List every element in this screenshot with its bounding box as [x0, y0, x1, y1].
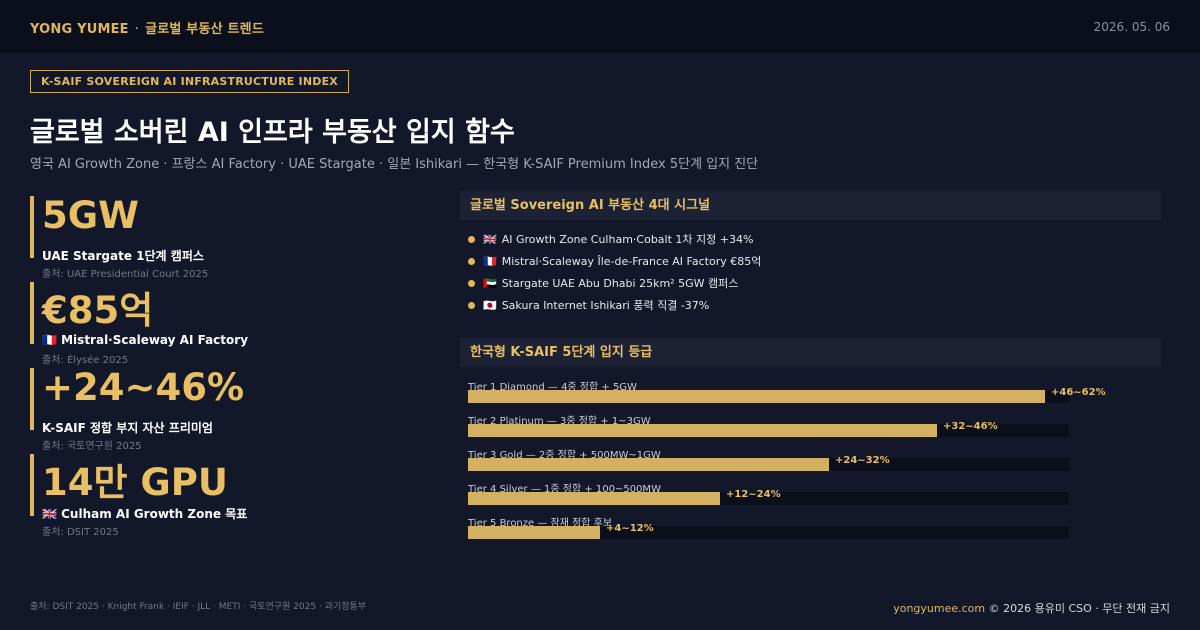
bullet-icon — [468, 301, 475, 309]
bullet-icon — [468, 235, 475, 243]
bullet-icon — [468, 279, 475, 287]
footer-site-link[interactable]: yongyumee.com — [893, 602, 986, 615]
kpi-source: 출처: UAE Presidential Court 2025 — [42, 269, 209, 280]
kpi-value: 5GW — [42, 194, 139, 237]
tier-value: +4~12% — [606, 523, 654, 534]
tier-track — [468, 390, 1069, 403]
flag-icon: 🇫🇷 — [483, 254, 497, 268]
tier-label: Tier 3 Gold — 2중 정합 + 500MW~1GW — [468, 450, 661, 461]
tier-track — [468, 526, 1069, 539]
tier-row: Tier 3 Gold — 2중 정합 + 500MW~1GW +24~32% — [468, 446, 1168, 476]
tier-fill — [468, 526, 600, 539]
tier-row: Tier 1 Diamond — 4중 정합 + 5GW +46~62% — [468, 378, 1168, 408]
kpi-card: +24~46% K-SAIF 정합 부지 자산 프리미엄 출처: 국토연구원 2… — [30, 366, 430, 452]
tiers-panel-title: 한국형 K-SAIF 5단계 입지 등급 — [460, 338, 1161, 367]
kpi-source: 출처: Élysée 2025 — [42, 355, 129, 366]
tier-track — [468, 424, 1069, 437]
kpi-label: K-SAIF 정합 부지 자산 프리미엄 — [42, 421, 213, 435]
tier-value: +24~32% — [835, 455, 890, 466]
tier-track — [468, 492, 1069, 505]
footer-copyright-text: © 2026 용유미 CSO · 무단 전재 금지 — [988, 602, 1170, 615]
brand-separator: · — [134, 22, 140, 37]
kpi-source: 출처: 국토연구원 2025 — [42, 441, 142, 452]
kpi-value: +24~46% — [42, 366, 245, 409]
signal-item: 🇬🇧 AI Growth Zone Culham·Cobalt 1차 지정 +3… — [468, 231, 753, 247]
kpi-label: 🇬🇧 Culham AI Growth Zone 목표 — [42, 507, 248, 521]
bullet-icon — [468, 257, 475, 265]
kpi-accent-bar — [30, 282, 34, 344]
tier-label: Tier 1 Diamond — 4중 정합 + 5GW — [468, 382, 637, 393]
tier-fill — [468, 424, 937, 437]
signal-text: AI Growth Zone Culham·Cobalt 1차 지정 +34% — [501, 233, 754, 246]
top-bar: YONG YUMEE · 글로벌 부동산 트렌드 2026. 05. 06 — [0, 0, 1200, 53]
signal-text: Sakura Internet Ishikari 풍력 직결 -37% — [501, 299, 710, 312]
index-tag: K-SAIF SOVEREIGN AI INFRASTRUCTURE INDEX — [30, 70, 349, 93]
flag-icon: 🇯🇵 — [483, 298, 497, 312]
tier-fill — [468, 492, 720, 505]
kpi-value: 14만 GPU — [42, 461, 228, 504]
tier-label: Tier 4 Silver — 1중 정합 + 100~500MW — [468, 484, 661, 495]
signal-text: Mistral·Scaleway Île-de-France AI Factor… — [501, 255, 762, 268]
signals-panel-title: 글로벌 Sovereign AI 부동산 4대 시그널 — [460, 191, 1161, 220]
tier-value: +46~62% — [1051, 387, 1106, 398]
page-subtitle: 영국 AI Growth Zone · 프랑스 AI Factory · UAE… — [30, 157, 759, 172]
kpi-label: 🇫🇷 Mistral·Scaleway AI Factory — [42, 333, 249, 347]
tier-value: +12~24% — [726, 489, 781, 500]
kpi-accent-bar — [30, 196, 34, 258]
kpi-value: €85억 — [42, 289, 154, 332]
signal-item: 🇯🇵 Sakura Internet Ishikari 풍력 직결 -37% — [468, 297, 709, 313]
tier-row: Tier 2 Platinum — 3중 정합 + 1~3GW +32~46% — [468, 412, 1168, 442]
tier-label: Tier 5 Bronze — 잠재 정합 후보 — [468, 518, 613, 529]
kpi-label: UAE Stargate 1단계 캠퍼스 — [42, 249, 204, 263]
tier-fill — [468, 390, 1045, 403]
publish-date: 2026. 05. 06 — [1093, 20, 1170, 34]
flag-icon: 🇬🇧 — [483, 232, 497, 246]
section-name: 글로벌 부동산 트렌드 — [145, 22, 264, 37]
tier-fill — [468, 458, 829, 471]
kpi-card: 14만 GPU 🇬🇧 Culham AI Growth Zone 목표 출처: … — [30, 454, 430, 538]
kpi-source: 출처: DSIT 2025 — [42, 527, 119, 538]
kpi-accent-bar — [30, 454, 34, 516]
signal-text: Stargate UAE Abu Dhabi 25km² 5GW 캠퍼스 — [501, 277, 739, 290]
tier-track — [468, 458, 1069, 471]
footer-copyright: yongyumee.com © 2026 용유미 CSO · 무단 전재 금지 — [893, 600, 1170, 616]
kpi-card: €85억 🇫🇷 Mistral·Scaleway AI Factory 출처: … — [30, 282, 430, 366]
kpi-card: 5GW UAE Stargate 1단계 캠퍼스 출처: UAE Preside… — [30, 194, 430, 280]
tier-label: Tier 2 Platinum — 3중 정합 + 1~3GW — [468, 416, 651, 427]
footer-sources: 출처: DSIT 2025 · Knight Frank · IEIF · JL… — [30, 602, 367, 612]
tier-value: +32~46% — [943, 421, 998, 432]
tier-row: Tier 4 Silver — 1중 정합 + 100~500MW +12~24… — [468, 480, 1168, 510]
tier-row: Tier 5 Bronze — 잠재 정합 후보 +4~12% — [468, 514, 1168, 544]
signal-item: 🇦🇪 Stargate UAE Abu Dhabi 25km² 5GW 캠퍼스 — [468, 275, 738, 291]
page-title: 글로벌 소버린 AI 인프라 부동산 입지 함수 — [30, 117, 515, 148]
signal-item: 🇫🇷 Mistral·Scaleway Île-de-France AI Fac… — [468, 253, 761, 269]
kpi-accent-bar — [30, 368, 34, 430]
brand: YONG YUMEE · 글로벌 부동산 트렌드 — [30, 18, 264, 37]
brand-name: YONG YUMEE — [30, 22, 129, 37]
flag-icon: 🇦🇪 — [483, 276, 497, 290]
